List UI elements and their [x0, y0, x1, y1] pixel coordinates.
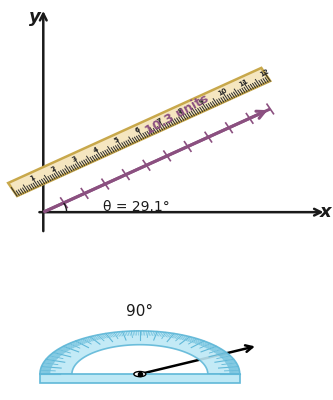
Text: 5: 5 [114, 136, 121, 144]
Circle shape [134, 372, 146, 377]
Text: 9: 9 [198, 98, 205, 106]
Text: 4: 4 [92, 146, 100, 154]
Polygon shape [40, 374, 240, 383]
Text: 3: 3 [71, 155, 79, 163]
Text: 12: 12 [259, 68, 270, 78]
Text: 7: 7 [156, 117, 163, 125]
Text: 1: 1 [29, 174, 36, 182]
Text: x: x [320, 203, 331, 221]
Text: 8: 8 [177, 108, 184, 115]
Polygon shape [40, 331, 240, 374]
Polygon shape [8, 68, 270, 196]
Text: 10: 10 [217, 87, 228, 97]
Text: 90°: 90° [126, 304, 154, 319]
Text: θ = 29.1°: θ = 29.1° [103, 200, 170, 214]
Text: 10.3 units: 10.3 units [143, 92, 210, 138]
Text: y: y [29, 8, 41, 26]
Text: 11: 11 [238, 78, 249, 88]
Text: 6: 6 [135, 127, 142, 134]
Text: 2: 2 [50, 165, 57, 172]
